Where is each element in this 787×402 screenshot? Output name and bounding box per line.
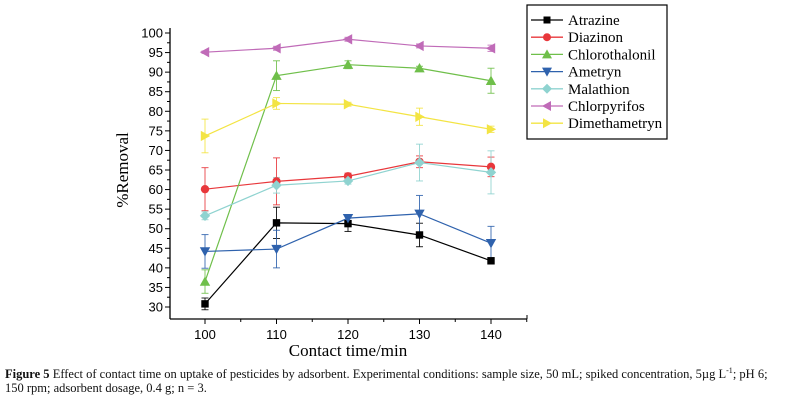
data-point-malathion bbox=[271, 180, 282, 191]
data-point-dimethametryn bbox=[272, 98, 282, 109]
data-point-diazinon bbox=[486, 162, 496, 172]
data-point-chlorothalonil bbox=[199, 276, 211, 286]
data-point-chlorpyrifos bbox=[199, 46, 210, 58]
caption-superscript: -1 bbox=[726, 366, 733, 375]
data-point-dimethametryn bbox=[486, 124, 497, 135]
series-line-dimethametryn bbox=[204, 102, 492, 137]
x-tick-label: 140 bbox=[480, 327, 502, 342]
y-tick-label: 40 bbox=[149, 260, 163, 275]
legend-label-ametryn: Ametryn bbox=[568, 65, 622, 81]
legend-label-chlorothalonil: Chlorothalonil bbox=[568, 47, 656, 63]
data-point-ametryn bbox=[485, 238, 497, 249]
legend-marker-chlorothalonil bbox=[542, 49, 552, 59]
series-line-atrazine bbox=[204, 222, 492, 305]
y-tick-label: 65 bbox=[149, 163, 163, 178]
data-point-malathion bbox=[342, 175, 354, 187]
legend-marker-ametryn bbox=[542, 67, 552, 77]
legend-marker-atrazine bbox=[543, 16, 551, 24]
y-tick-label: 55 bbox=[149, 202, 163, 217]
x-tick-label: 100 bbox=[194, 327, 216, 342]
caption-text: Effect of contact time on uptake of pest… bbox=[49, 367, 727, 382]
data-point-chlorpyrifos bbox=[414, 40, 424, 52]
data-point-atrazine bbox=[487, 257, 495, 265]
legend-marker-dimethametryn bbox=[543, 118, 552, 129]
x-tick-label: 130 bbox=[409, 327, 431, 342]
data-point-chlorpyrifos bbox=[271, 43, 281, 54]
y-tick-label: 60 bbox=[149, 182, 163, 197]
series-markers bbox=[199, 34, 497, 308]
legend-label-dimethametryn: Dimethametryn bbox=[568, 116, 663, 132]
y-tick-label: 50 bbox=[149, 221, 163, 236]
y-tick-label: 80 bbox=[149, 104, 163, 119]
data-point-dimethametryn bbox=[200, 130, 211, 142]
data-point-chlorothalonil bbox=[342, 59, 354, 69]
data-point-chlorothalonil bbox=[271, 70, 282, 80]
data-point-atrazine bbox=[201, 300, 209, 308]
caption-text-end: ; pH 6; 150 rpm; adsorbent dosage, 0.4 g… bbox=[5, 367, 768, 396]
y-tick-label: 75 bbox=[149, 123, 163, 138]
legend-label-diazinon: Diazinon bbox=[568, 30, 623, 46]
data-point-atrazine bbox=[344, 219, 352, 228]
data-point-ametryn bbox=[414, 209, 425, 220]
legend-marker-chlorpyrifos bbox=[542, 101, 551, 111]
series-lines bbox=[204, 38, 492, 305]
x-tick-label: 110 bbox=[266, 327, 287, 342]
data-point-malathion bbox=[414, 157, 425, 168]
data-point-chlorothalonil bbox=[414, 63, 425, 73]
legend-label-atrazine: Atrazine bbox=[568, 13, 620, 29]
y-tick-label: 100 bbox=[141, 26, 163, 41]
data-point-chlorothalonil bbox=[485, 75, 497, 85]
y-tick-label: 70 bbox=[149, 143, 163, 158]
caption-label: Figure 5 bbox=[5, 367, 50, 382]
x-axis-title: Contact time/min bbox=[289, 341, 408, 360]
data-point-malathion bbox=[485, 167, 497, 178]
y-tick-label: 35 bbox=[149, 280, 163, 295]
x-tick-label: 120 bbox=[337, 327, 359, 342]
data-point-atrazine bbox=[272, 219, 281, 227]
data-point-atrazine bbox=[415, 231, 424, 239]
y-tick-label: 30 bbox=[149, 300, 163, 315]
y-axis-title: %Removal bbox=[113, 132, 132, 208]
series-line-malathion bbox=[204, 161, 492, 217]
data-point-chlorpyrifos bbox=[485, 43, 496, 54]
legend-label-malathion: Malathion bbox=[568, 82, 630, 98]
y-tick-label: 95 bbox=[149, 45, 163, 60]
data-point-diazinon bbox=[200, 184, 210, 194]
data-point-malathion bbox=[199, 210, 211, 221]
y-tick-label: 45 bbox=[149, 241, 163, 256]
data-point-chlorpyrifos bbox=[342, 34, 353, 45]
data-point-ametryn bbox=[271, 244, 282, 255]
legend-marker-malathion bbox=[542, 83, 552, 94]
chart: 30 35 40 45 50 55 60 65 70 75 80 85 90 95 100 100 110 120… bbox=[113, 4, 668, 360]
figure-caption: Figure 5 Effect of contact time on uptak… bbox=[5, 364, 785, 395]
legend-label-chlorpyrifos: Chlorpyrifos bbox=[568, 99, 645, 115]
y-tick-label: 90 bbox=[149, 65, 163, 80]
axes: 30 35 40 45 50 55 60 65 70 75 80 85 90 95 100 100 110 120… bbox=[141, 26, 528, 342]
data-point-dimethametryn bbox=[415, 111, 425, 122]
data-point-ametryn bbox=[342, 213, 354, 224]
legend-marker-diazinon bbox=[543, 33, 551, 42]
data-point-ametryn bbox=[199, 247, 211, 257]
data-point-dimethametryn bbox=[343, 99, 354, 110]
y-tick-label: 85 bbox=[149, 84, 163, 99]
